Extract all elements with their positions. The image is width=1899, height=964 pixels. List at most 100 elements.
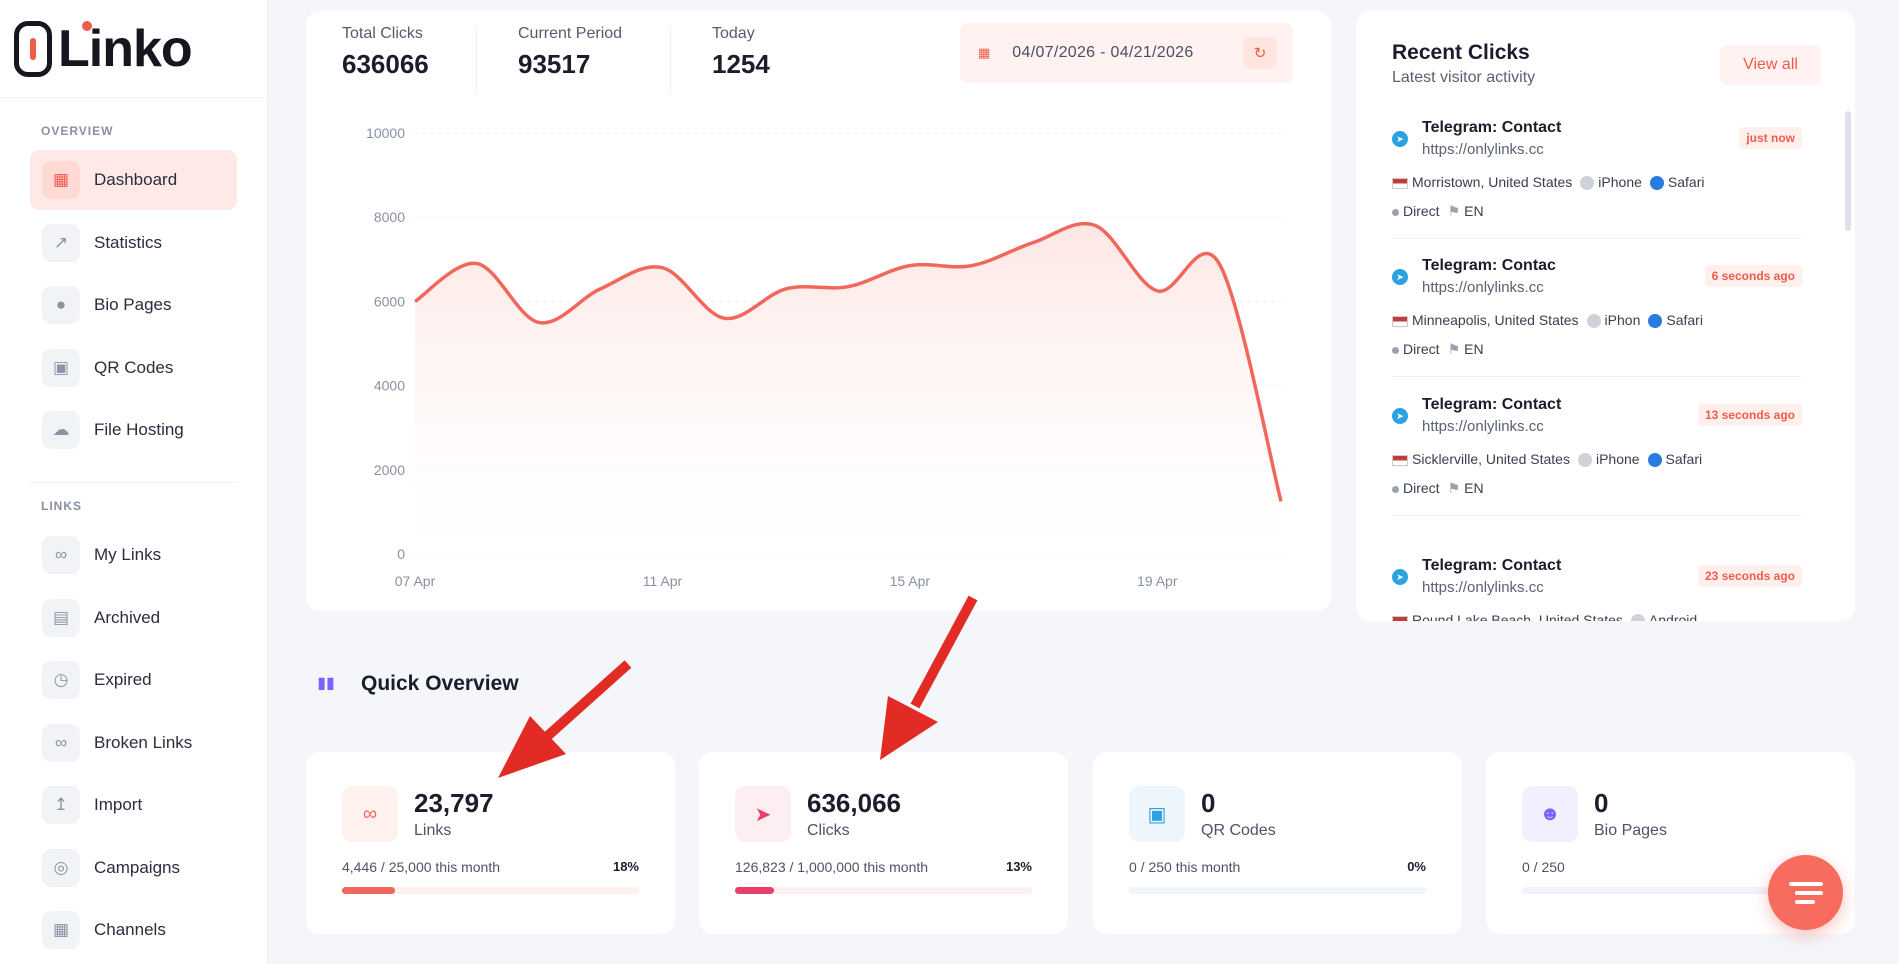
date-range-text: 04/07/2026 - 04/21/2026 <box>1012 44 1194 61</box>
click-meta: Minneapolis, United States iPhon Safari Dir… <box>1392 306 1802 364</box>
referrer: Direct <box>1392 341 1440 357</box>
sidebar-item-expired[interactable]: ◷ Expired <box>30 650 237 710</box>
overview-card-qr-codes[interactable]: ▣ 0 QR Codes 0 / 250 this month 0% <box>1093 752 1462 934</box>
overview-quota: 126,823 / 1,000,000 this month <box>735 859 929 875</box>
telegram-icon: ➤ <box>1392 269 1408 285</box>
sidebar-item-campaigns[interactable]: ◎ Campaigns <box>30 838 237 898</box>
item-divider <box>1392 238 1802 239</box>
overview-label: Bio Pages <box>1594 822 1667 839</box>
y-tick-label: 4000 <box>374 378 405 394</box>
overview-value: 23,797 <box>414 788 494 818</box>
refresh-button[interactable]: ↻ <box>1243 37 1277 69</box>
sidebar-item-label: Dashboard <box>94 170 178 189</box>
telegram-icon: ➤ <box>1392 569 1408 585</box>
menu-fab-button[interactable] <box>1768 855 1843 930</box>
recent-click-item[interactable]: ➤ Telegram: Contact https://onlylinks.cc ju… <box>1392 119 1802 239</box>
device: iPhone <box>1577 451 1640 468</box>
browser: Safari <box>1649 174 1704 191</box>
referrer: Direct <box>1392 203 1440 219</box>
sidebar-item-file-hosting[interactable]: ☁ File Hosting <box>30 400 237 460</box>
sidebar-item-dashboard[interactable]: ▦ Dashboard <box>30 150 237 210</box>
total-clicks-stat: Total Clicks 636066 <box>342 25 429 80</box>
overview-card-links[interactable]: ∞ 23,797 Links 4,446 / 25,000 this month 18% <box>306 752 675 934</box>
sidebar-item-my-links[interactable]: ∞ My Links <box>30 525 237 585</box>
time-badge: just now <box>1739 127 1802 149</box>
logo-mark-icon <box>14 20 52 77</box>
browser: Safari <box>1647 451 1702 468</box>
overview-percent: 13% <box>1005 859 1032 874</box>
overview-section-label: OVERVIEW <box>41 124 114 138</box>
link-icon: ∞ <box>342 786 398 842</box>
recent-click-item[interactable]: ➤ Telegram: Contac https://onlylinks.cc 6 s… <box>1392 257 1802 377</box>
total-clicks-label: Total Clicks <box>342 25 423 42</box>
click-url: https://onlylinks.cc <box>1422 141 1544 158</box>
time-badge: 23 seconds ago <box>1697 565 1802 587</box>
recent-clicks-title: Recent Clicks <box>1392 41 1530 64</box>
scrollbar[interactable] <box>1845 111 1851 231</box>
sidebar-item-label: Archived <box>94 607 161 627</box>
click-meta: Sicklerville, United States iPhone Safari D… <box>1392 445 1802 503</box>
dot-icon <box>1392 346 1399 354</box>
chart-icon: ↗ <box>42 223 80 262</box>
overview-percent: 18% <box>612 859 639 874</box>
sidebar-divider <box>30 482 237 483</box>
logo[interactable]: Linko <box>0 0 267 98</box>
y-tick-label: 0 <box>397 546 405 562</box>
link-icon: ∞ <box>42 536 80 574</box>
item-divider <box>1392 515 1802 516</box>
stats-card: Total Clicks 636066 Current Period 93517… <box>306 11 1331 611</box>
language: ⚑ EN <box>1447 341 1484 357</box>
safari-icon <box>1648 314 1663 329</box>
clicks-series-line <box>413 221 1283 502</box>
sidebar-item-statistics[interactable]: ↗ Statistics <box>30 213 237 273</box>
sidebar-item-label: QR Codes <box>94 357 174 377</box>
overview-card-clicks[interactable]: ➤ 636,066 Clicks 126,823 / 1,000,000 this m… <box>699 752 1068 934</box>
users-icon: ● <box>42 286 80 324</box>
sidebar-item-bio-pages[interactable]: ● Bio Pages <box>30 275 237 335</box>
recent-click-item[interactable]: ➤ Telegram: Contact https://onlylinks.cc 13… <box>1392 396 1802 516</box>
sidebar-item-import[interactable]: ↥ Import <box>30 775 237 835</box>
view-all-button[interactable]: View all <box>1720 45 1821 85</box>
apple-icon <box>1577 453 1592 468</box>
overview-quota: 0 / 250 <box>1522 859 1565 875</box>
recent-clicks-subtitle: Latest visitor activity <box>1392 69 1536 86</box>
calendar-icon: ▦ <box>978 45 991 60</box>
sidebar-item-broken-links[interactable]: ∞ Broken Links <box>30 713 237 773</box>
sidebar-item-channels[interactable]: ▦ Channels <box>30 900 237 960</box>
overview-progress-bar <box>1129 887 1426 894</box>
recent-click-item[interactable]: ➤ Telegram: Contact https://onlylinks.cc 23… <box>1392 557 1802 621</box>
device: Android <box>1630 612 1697 621</box>
overview-label: Links <box>414 822 452 839</box>
click-title: Telegram: Contac <box>1422 257 1556 274</box>
user-icon: ☻ <box>1522 786 1578 842</box>
arrow-links <box>538 660 632 745</box>
device: iPhone <box>1580 174 1642 191</box>
overview-progress-fill <box>342 887 396 894</box>
overview-progress-bar <box>1522 887 1819 894</box>
recent-clicks-card: Recent Clicks Latest visitor activity Vi… <box>1356 11 1855 621</box>
safari-icon <box>1647 453 1662 468</box>
sidebar-item-archived[interactable]: ▤ Archived <box>30 588 237 648</box>
us-flag-icon <box>1392 615 1408 621</box>
current-period-stat: Current Period 93517 <box>518 25 622 80</box>
apple-icon <box>1586 314 1601 329</box>
location: Sicklerville, United States <box>1392 451 1570 467</box>
x-tick-label: 19 Apr <box>1137 573 1178 589</box>
dot-icon <box>1392 208 1399 216</box>
current-period-value: 93517 <box>518 49 591 79</box>
date-range-picker[interactable]: ▦ 04/07/2026 - 04/21/2026 ↻ <box>960 23 1293 83</box>
y-tick-label: 6000 <box>374 293 405 309</box>
archive-icon: ▤ <box>42 598 80 637</box>
x-tick-label: 11 Apr <box>643 573 683 589</box>
broken-link-icon: ∞ <box>42 723 80 762</box>
overview-value: 636,066 <box>807 788 901 818</box>
click-title: Telegram: Contact <box>1422 119 1562 136</box>
refresh-icon: ↻ <box>1253 45 1267 62</box>
sidebar-item-label: Import <box>94 795 143 814</box>
sidebar-item-qr-codes[interactable]: ▣ QR Codes <box>30 338 237 398</box>
flag-icon: ⚑ <box>1447 203 1461 219</box>
overview-quota: 0 / 250 this month <box>1129 859 1241 875</box>
sidebar-item-label: Bio Pages <box>94 295 172 314</box>
grid-icon: ▦ <box>42 911 80 949</box>
sidebar-item-label: File Hosting <box>94 420 184 439</box>
